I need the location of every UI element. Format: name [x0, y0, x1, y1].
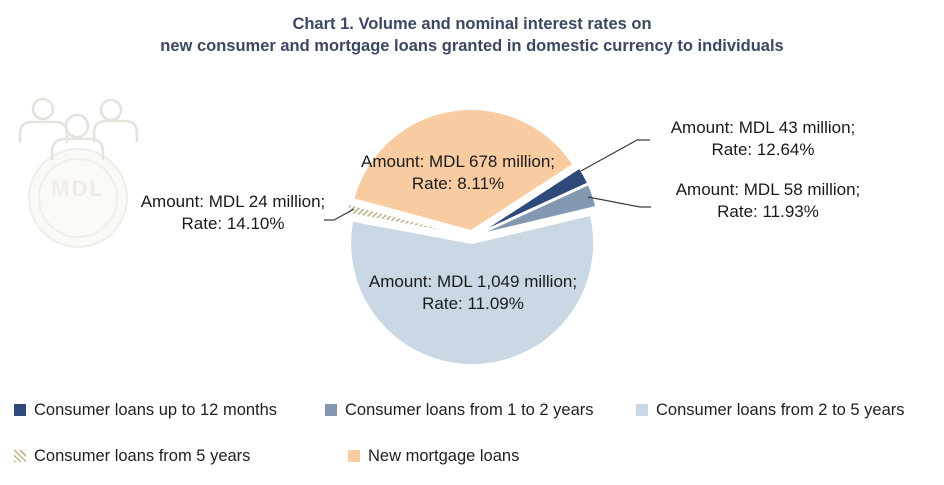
pie-slice-4: [352, 108, 575, 233]
legend-label: Consumer loans from 5 years: [34, 446, 251, 465]
chart-title-line1: Chart 1. Volume and nominal interest rat…: [292, 15, 652, 33]
people-outlines: [18, 97, 139, 161]
callout-amount: Amount: MDL 43 million;: [670, 118, 856, 137]
coin-label: MDL: [51, 176, 105, 201]
callout-rate: Rate: 11.09%: [422, 293, 524, 313]
pie-slice-2: [349, 213, 596, 366]
callout-consumer-loans-12m: Amount: MDL 43 million; Rate: 12.64%: [671, 117, 856, 160]
legend-label: Consumer loans from 1 to 2 years: [345, 400, 594, 419]
leader-lines: [324, 139, 651, 221]
callout-amount: Amount: MDL 678 million;: [360, 152, 556, 171]
legend-marker-hatched: [14, 450, 26, 462]
coin-circle: [28, 148, 128, 248]
legend-marker-lightblue: [636, 404, 648, 416]
legend-label: Consumer loans from 2 to 5 years: [656, 400, 905, 419]
callout-rate: Rate: 14.10%: [181, 213, 285, 233]
mdl-people-watermark-icon: MDL: [18, 97, 139, 248]
callout-consumer-loans-2-5y: Amount: MDL 1,049 million; Rate: 11.09%: [369, 271, 577, 314]
pie-slices: [345, 108, 598, 366]
callout-rate: Rate: 12.64%: [711, 139, 815, 159]
leader-line-consumer-12m: [580, 139, 650, 172]
legend-item-consumer-2-5y: Consumer loans from 2 to 5 years: [636, 399, 905, 421]
legend-item-consumer-5y: Consumer loans from 5 years: [14, 445, 250, 467]
leader-line-consumer-1-2y: [587, 196, 651, 208]
callout-amount: Amount: MDL 58 million;: [675, 180, 861, 199]
coin-inner-ring: [38, 158, 118, 238]
callout-amount: Amount: MDL 24 million;: [140, 192, 326, 211]
callout-consumer-loans-5y: Amount: MDL 24 million; Rate: 14.10%: [141, 191, 326, 234]
legend-item-consumer-12m: Consumer loans up to 12 months: [14, 399, 277, 421]
pie-slice-0: [476, 166, 590, 236]
legend-label: Consumer loans up to 12 months: [34, 400, 278, 419]
legend-marker-grayblue: [325, 404, 337, 416]
chart-title: Chart 1. Volume and nominal interest rat…: [0, 13, 944, 57]
callout-mortgage-loans: Amount: MDL 678 million; Rate: 8.11%: [361, 151, 555, 194]
pie-slice-1: [476, 183, 598, 237]
legend-marker-orange: [348, 450, 360, 462]
callout-amount: Amount: MDL 1,049 million;: [368, 272, 578, 291]
legend-item-mortgage: New mortgage loans: [348, 445, 519, 467]
leader-line-consumer-5y: [324, 208, 355, 221]
callout-rate: Rate: 11.93%: [717, 201, 819, 221]
legend-label: New mortgage loans: [368, 446, 520, 465]
legend-marker-navy: [14, 404, 26, 416]
legend-item-consumer-1-2y: Consumer loans from 1 to 2 years: [325, 399, 594, 421]
callout-rate: Rate: 8.11%: [411, 173, 505, 193]
callout-consumer-loans-1-2y: Amount: MDL 58 million; Rate: 11.93%: [676, 179, 861, 222]
chart-title-line2: new consumer and mortgage loans granted …: [160, 37, 784, 55]
